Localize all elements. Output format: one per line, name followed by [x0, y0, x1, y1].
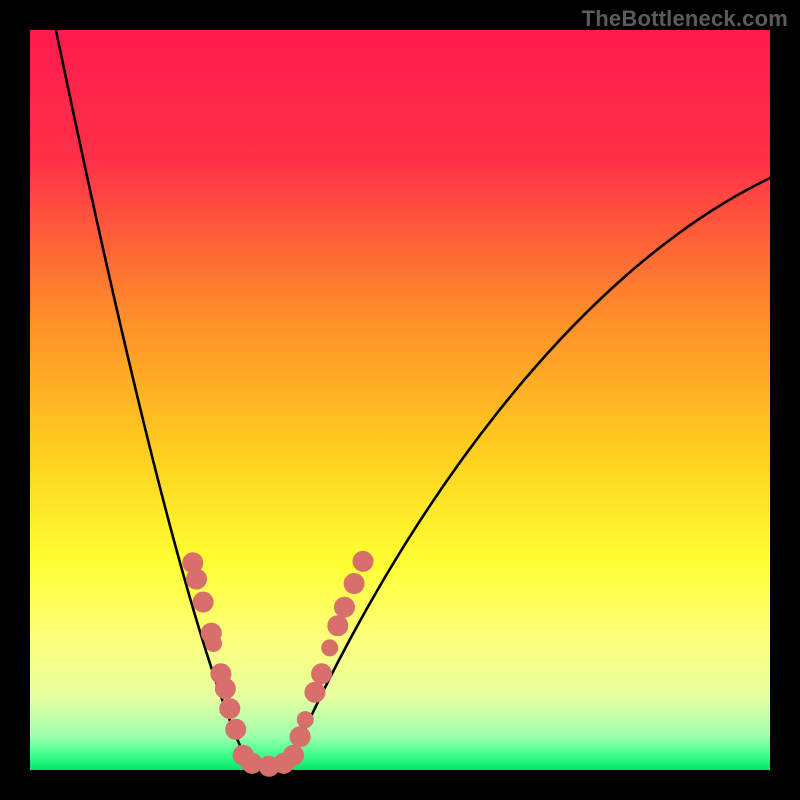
plot-background	[30, 30, 770, 770]
curve-marker	[283, 745, 303, 765]
curve-marker	[353, 551, 373, 571]
curve-marker	[187, 569, 207, 589]
curve-marker	[335, 597, 355, 617]
curve-marker	[322, 640, 338, 656]
curve-marker	[215, 679, 235, 699]
curve-marker	[297, 712, 313, 728]
curve-marker	[226, 719, 246, 739]
curve-marker	[305, 682, 325, 702]
bottleneck-curve-chart	[0, 0, 800, 800]
curve-marker	[206, 635, 222, 651]
chart-frame: TheBottleneck.com	[0, 0, 800, 800]
curve-marker	[220, 699, 240, 719]
curve-marker	[328, 616, 348, 636]
watermark-label: TheBottleneck.com	[582, 6, 788, 32]
curve-marker	[193, 592, 213, 612]
curve-marker	[312, 664, 332, 684]
curve-marker	[290, 727, 310, 747]
curve-marker	[344, 574, 364, 594]
